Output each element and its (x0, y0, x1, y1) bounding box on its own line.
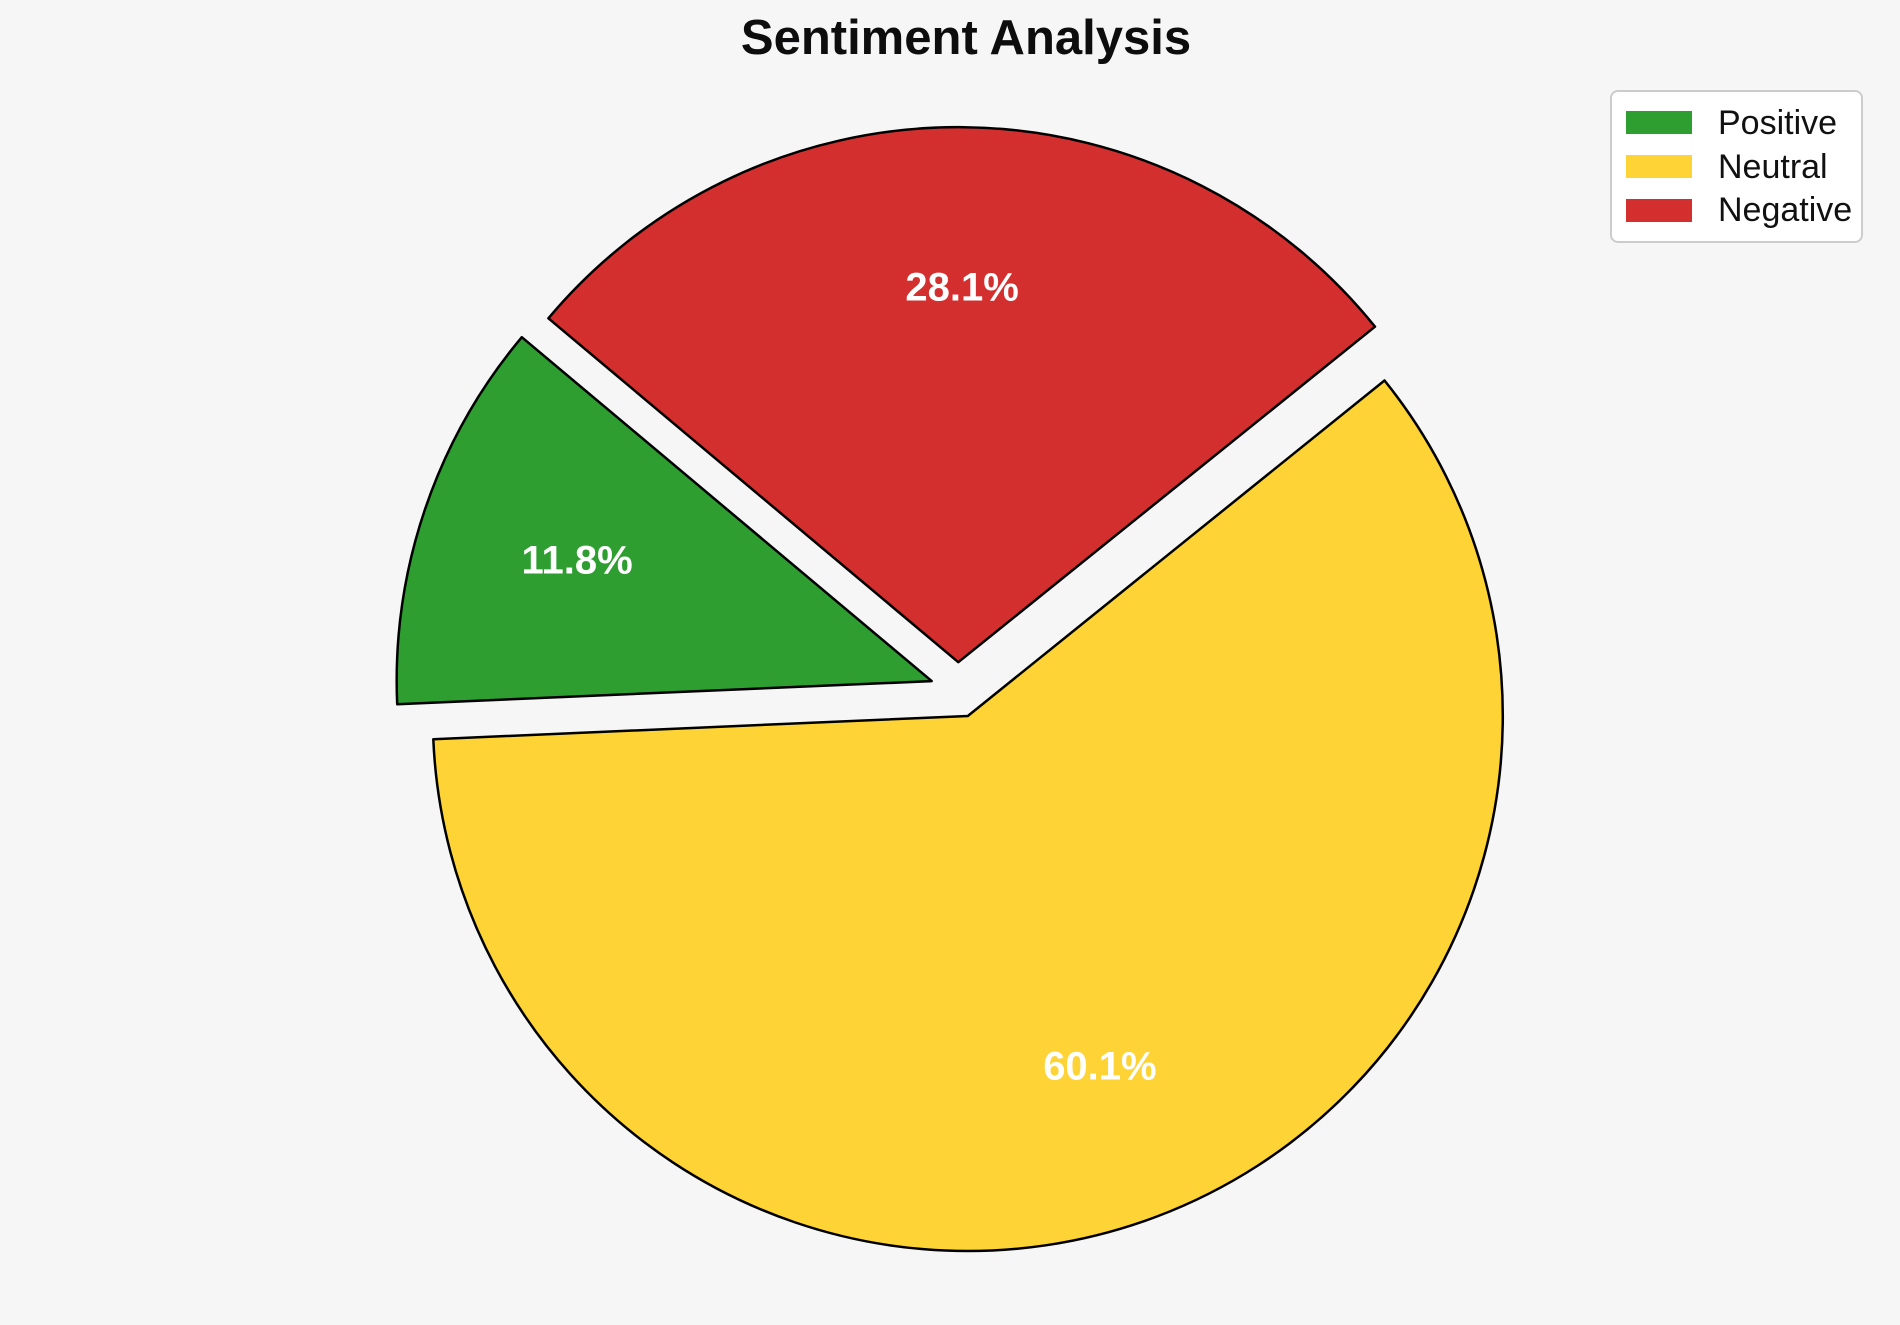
legend: Positive Neutral Negative (1610, 90, 1863, 243)
chart-title: Sentiment Analysis (740, 11, 1192, 65)
legend-item-positive: Positive (1626, 101, 1847, 145)
legend-swatch-neutral-icon (1626, 155, 1692, 178)
pct-label-neutral: 60.1% (1043, 1044, 1156, 1088)
legend-label-positive: Positive (1718, 103, 1838, 142)
pct-label-positive: 11.8% (521, 539, 632, 583)
pct-label-negative: 28.1% (905, 266, 1018, 310)
legend-label-negative: Negative (1718, 191, 1853, 230)
pie-slice-neutral (432, 379, 1505, 1253)
pie-slice-positive (395, 335, 933, 706)
legend-swatch-negative-icon (1626, 198, 1692, 222)
legend-swatch-positive-icon (1626, 111, 1692, 135)
legend-item-neutral: Neutral (1626, 145, 1847, 189)
legend-item-negative: Negative (1626, 188, 1852, 232)
pie-slice-negative (547, 125, 1377, 664)
legend-label-neutral: Neutral (1718, 147, 1828, 186)
